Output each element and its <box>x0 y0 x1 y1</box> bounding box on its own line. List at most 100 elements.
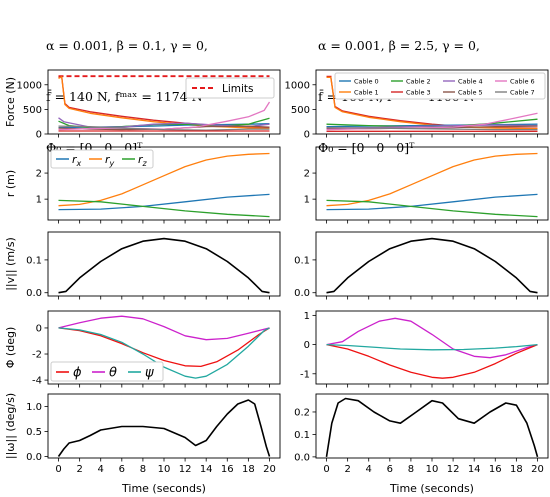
x-axis-label: Time (seconds) <box>389 482 474 495</box>
x-axis-label: Time (seconds) <box>121 482 206 495</box>
legend-label: Cable 0 <box>354 78 379 86</box>
series-line-green-2 <box>58 199 270 218</box>
y-tick-label: 0 <box>36 323 42 334</box>
legend-label: Cable 6 <box>510 78 535 86</box>
x-tick-label: 10 <box>158 464 171 475</box>
legend-label: rz <box>138 153 148 168</box>
series-line-black-0 <box>57 399 271 457</box>
y-axis-label: ||ω|| (deg/s) <box>4 393 17 459</box>
x-tick-label: 16 <box>489 464 502 475</box>
legend-label: rx <box>72 153 82 168</box>
x-tick-label: 6 <box>119 464 125 475</box>
legend-label: ϕ <box>73 366 82 381</box>
series-line-pink-7 <box>58 101 271 131</box>
chart-force-right: 0 500 1000 Cable 0 Cable 2 Cable 4 Cable 6 Cabl… <box>285 69 549 141</box>
chart-r-left: 1 2 r (m) rx ry rz <box>4 146 281 224</box>
series-line-theta-0 <box>58 315 270 341</box>
y-tick-label: 0 <box>304 130 310 141</box>
y-tick-label: 0.0 <box>294 452 310 463</box>
header-right-line3: Φ₀ = [0 0 0]ᵀ <box>318 140 415 155</box>
legend-label: Cable 2 <box>406 78 431 86</box>
series-line-phi-1 <box>58 327 270 368</box>
y-axis-label: Force (N) <box>4 77 17 127</box>
y-tick-label: 1 <box>304 311 310 322</box>
y-tick-label: 0.1 <box>26 255 42 266</box>
plot-frame <box>47 393 281 459</box>
y-tick-label: 500 <box>23 105 42 116</box>
chart-phi-left: -4 -2 0 Φ (deg) ϕ θ ψ <box>4 310 281 388</box>
header-right-line1: α = 0.001, β = 2.5, γ = 0, <box>318 38 480 53</box>
y-tick-label: 0.0 <box>26 288 42 299</box>
x-tick-label: 12 <box>179 464 192 475</box>
chart-v-left: 0.0 0.1 ||v|| (m/s) <box>4 231 281 300</box>
x-tick-label: 0 <box>55 464 61 475</box>
x-tick-label: 4 <box>98 464 104 475</box>
y-tick-label: 2 <box>36 169 42 180</box>
chart-r-right: 12 <box>304 146 549 224</box>
x-tick-label: 18 <box>242 464 255 475</box>
legend-box <box>185 77 275 99</box>
header-left-line1: α = 0.001, β = 0.1, γ = 0, <box>46 38 208 53</box>
legend-label: Cable 4 <box>458 78 483 86</box>
x-tick-label: 2 <box>76 464 82 475</box>
legend-box <box>334 72 546 100</box>
x-tick-label: 20 <box>263 464 276 475</box>
y-tick-label: 0 <box>304 340 310 351</box>
series-line-blue-0 <box>326 193 538 211</box>
y-tick-label: 500 <box>291 105 310 116</box>
y-tick-label: 1000 <box>285 80 310 91</box>
y-tick-label: 1 <box>36 195 42 206</box>
y-tick-label: 0.1 <box>294 255 310 266</box>
y-axis-label: r (m) <box>4 170 17 197</box>
series-line-theta-0 <box>326 317 538 359</box>
y-tick-label: -4 <box>32 376 42 387</box>
plot-frame <box>47 231 281 297</box>
x-tick-label: 2 <box>344 464 350 475</box>
series-line-orange-1 <box>326 152 538 207</box>
legend-label: Cable 3 <box>406 89 431 97</box>
y-tick-label: -1 <box>300 369 310 380</box>
series-line-black-0 <box>325 397 539 458</box>
chart-w-right: 0 2 4 6 8 10 12 14 16 18 20 0.0 0.1 0.2 Time (seconds) <box>294 393 549 495</box>
x-tick-label: 4 <box>366 464 372 475</box>
x-tick-label: 0 <box>323 464 329 475</box>
y-tick-label: 1 <box>304 195 310 206</box>
x-tick-label: 8 <box>408 464 414 475</box>
x-tick-label: 20 <box>531 464 544 475</box>
series-line-gray-8 <box>58 125 270 131</box>
plot-frame <box>315 393 549 459</box>
y-axis-label: Φ (deg) <box>4 327 17 368</box>
series-line-green-2 <box>326 199 538 218</box>
x-tick-label: 14 <box>200 464 213 475</box>
plot-frame <box>315 310 549 385</box>
y-tick-label: 1.0 <box>26 402 42 413</box>
x-tick-label: 18 <box>510 464 523 475</box>
x-tick-label: 12 <box>447 464 460 475</box>
legend-label: ψ <box>145 366 154 381</box>
y-tick-label: 2 <box>304 169 310 180</box>
y-tick-label: 0 <box>36 130 42 141</box>
x-tick-label: 14 <box>468 464 481 475</box>
legend-box <box>50 361 164 382</box>
legend-label: Cable 1 <box>354 89 379 97</box>
y-axis-label: ||v|| (m/s) <box>4 237 17 291</box>
series-line-black-0 <box>326 237 538 294</box>
legend-label: θ <box>109 366 117 381</box>
y-tick-label: 0.0 <box>294 288 310 299</box>
chart-v-right: 0.0 0.1 <box>294 231 549 300</box>
plot-frame <box>315 231 549 297</box>
series-line-blue-0 <box>58 193 270 211</box>
chart-phi-right: -1 0 1 <box>300 310 549 388</box>
x-tick-label: 8 <box>140 464 146 475</box>
chart-w-left: 0 2 4 6 8 10 12 14 16 18 20 0.0 0.5 1.0 ||ω|| (deg/s) T… <box>4 393 281 495</box>
x-tick-label: 6 <box>387 464 393 475</box>
series-line-gray-8 <box>326 126 538 131</box>
y-tick-label: -2 <box>32 350 42 361</box>
series-line-psi-2 <box>326 343 538 351</box>
y-tick-label: 0.2 <box>294 407 310 418</box>
y-tick-label: 0.5 <box>26 427 42 438</box>
series-line-psi-2 <box>58 327 270 379</box>
y-tick-label: 1000 <box>17 80 42 91</box>
